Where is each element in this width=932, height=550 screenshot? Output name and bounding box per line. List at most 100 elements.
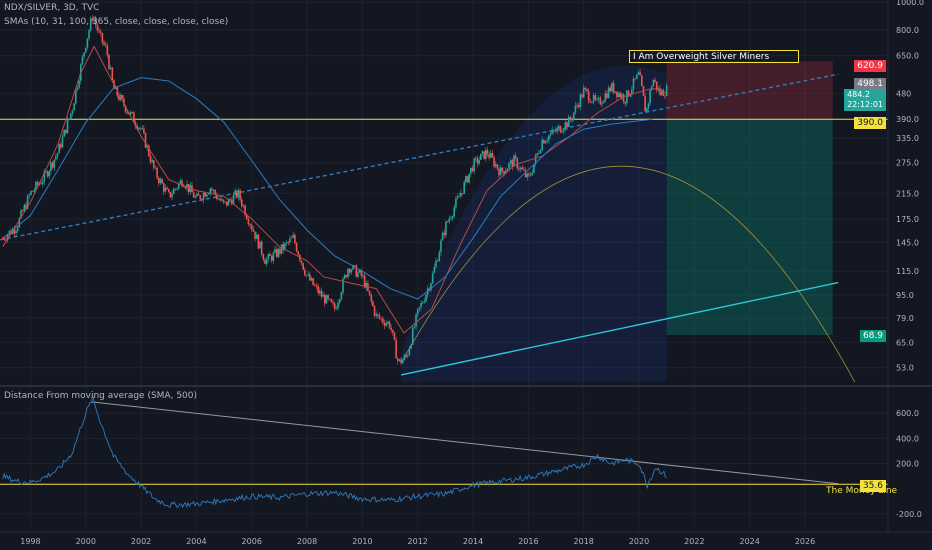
candle-body bbox=[368, 290, 371, 295]
osc-descending-trendline[interactable] bbox=[91, 401, 839, 485]
candle-body bbox=[121, 95, 124, 99]
candle-body bbox=[63, 129, 65, 137]
candle-body bbox=[171, 194, 173, 198]
candle-body bbox=[66, 119, 69, 134]
candle-body bbox=[234, 190, 236, 196]
price-pane[interactable]: 1000.0 800.0 650.0 480 390.0 335.0 275.0 215.0 1… bbox=[0, 0, 924, 532]
candle-body bbox=[634, 78, 636, 80]
candle-body bbox=[581, 94, 583, 98]
candle-body bbox=[463, 182, 465, 194]
candle-body bbox=[292, 234, 295, 238]
candle-body bbox=[579, 94, 582, 108]
time-tick-label: 2014 bbox=[463, 537, 483, 546]
price-tick-label: 79.0 bbox=[896, 314, 914, 323]
sma-365-line[interactable] bbox=[2, 77, 653, 300]
candle-body bbox=[199, 195, 202, 199]
candle-body bbox=[392, 329, 394, 333]
candle-body bbox=[186, 184, 188, 189]
candle-body bbox=[255, 234, 258, 239]
candle-body bbox=[94, 19, 97, 25]
distance-from-ma-line[interactable] bbox=[2, 395, 667, 509]
candle-body bbox=[323, 294, 326, 304]
candle-body bbox=[639, 72, 641, 76]
candle-body bbox=[445, 221, 447, 236]
candle-body bbox=[574, 105, 577, 113]
candle-body bbox=[365, 283, 368, 288]
candle-body bbox=[337, 302, 339, 309]
candle-body bbox=[207, 193, 210, 195]
candle-body bbox=[491, 152, 494, 158]
candle-body bbox=[363, 275, 366, 288]
trendline-mid-dashed[interactable] bbox=[0, 73, 839, 241]
oscillator-legend[interactable]: Distance From moving average (SMA, 500) bbox=[4, 391, 198, 401]
candle-body bbox=[567, 116, 570, 128]
candle-body bbox=[240, 199, 243, 207]
candle-body bbox=[360, 269, 363, 276]
candle-body bbox=[423, 301, 426, 303]
candle-body bbox=[166, 187, 168, 190]
time-tick-label: 2002 bbox=[131, 537, 151, 546]
candle-body bbox=[551, 129, 553, 134]
oscillator-pane[interactable]: 600.0 400.0 200.0 -200.0 bbox=[0, 395, 922, 519]
symbol-legend[interactable]: NDX/SILVER, 3D, TVC bbox=[4, 3, 100, 13]
sma-legend[interactable]: SMAs (10, 31, 100, 365, close, close, cl… bbox=[4, 17, 229, 27]
candle-body bbox=[536, 153, 539, 156]
time-tick-label: 2022 bbox=[684, 537, 704, 546]
candle-body bbox=[627, 90, 630, 97]
candle-body bbox=[182, 186, 185, 187]
candle-body bbox=[161, 179, 163, 184]
candle-body bbox=[264, 259, 266, 265]
candle-body bbox=[533, 163, 535, 173]
candle-body bbox=[657, 88, 660, 90]
candle-body bbox=[569, 116, 572, 120]
bar-countdown: 22:12:01 bbox=[847, 100, 883, 109]
candle-body bbox=[636, 74, 638, 79]
candle-body bbox=[529, 174, 532, 176]
candle-body bbox=[221, 199, 223, 201]
candle-body bbox=[509, 160, 512, 164]
candle-body bbox=[503, 171, 505, 174]
candle-body bbox=[289, 238, 291, 243]
candle-body bbox=[322, 294, 324, 297]
candle-body bbox=[26, 195, 29, 209]
candle-body bbox=[149, 155, 152, 163]
candle-body bbox=[126, 112, 129, 113]
candle-body bbox=[508, 163, 510, 169]
candle-body bbox=[272, 252, 275, 261]
time-tick-label: 2026 bbox=[795, 537, 815, 546]
sma-31-line[interactable] bbox=[2, 45, 667, 334]
trendline-lower-channel[interactable] bbox=[400, 281, 839, 376]
price-tick-label: 175.0 bbox=[896, 215, 919, 224]
price-tick-label: 335.0 bbox=[896, 134, 919, 143]
candle-body bbox=[489, 152, 492, 158]
candle-body bbox=[156, 168, 158, 178]
candle-body bbox=[387, 321, 389, 324]
price-tick-label: 800.0 bbox=[896, 26, 919, 35]
candle-body bbox=[181, 180, 183, 187]
candle-body bbox=[473, 158, 475, 172]
candle-body bbox=[556, 127, 558, 132]
candle-body bbox=[239, 190, 241, 200]
candle-body bbox=[194, 196, 197, 198]
candle-body bbox=[637, 72, 640, 75]
candle-body bbox=[139, 127, 142, 129]
candle-body bbox=[652, 80, 655, 87]
candle-body bbox=[284, 243, 286, 250]
candle-body bbox=[499, 167, 502, 176]
candle-body bbox=[330, 299, 333, 303]
candle-body bbox=[124, 105, 127, 113]
candle-body bbox=[342, 278, 344, 293]
candle-body bbox=[649, 90, 651, 104]
candle-body bbox=[624, 101, 626, 104]
time-tick-label: 2024 bbox=[740, 537, 760, 546]
candle-body bbox=[58, 144, 60, 154]
price-tick-label: 95.0 bbox=[896, 291, 914, 300]
candle-body bbox=[355, 265, 358, 277]
candle-body bbox=[164, 187, 167, 192]
candle-body bbox=[398, 359, 401, 361]
time-tick-label: 2004 bbox=[186, 537, 206, 546]
candle-body bbox=[458, 196, 461, 197]
candle-body bbox=[76, 87, 79, 90]
candle-body bbox=[98, 30, 100, 32]
